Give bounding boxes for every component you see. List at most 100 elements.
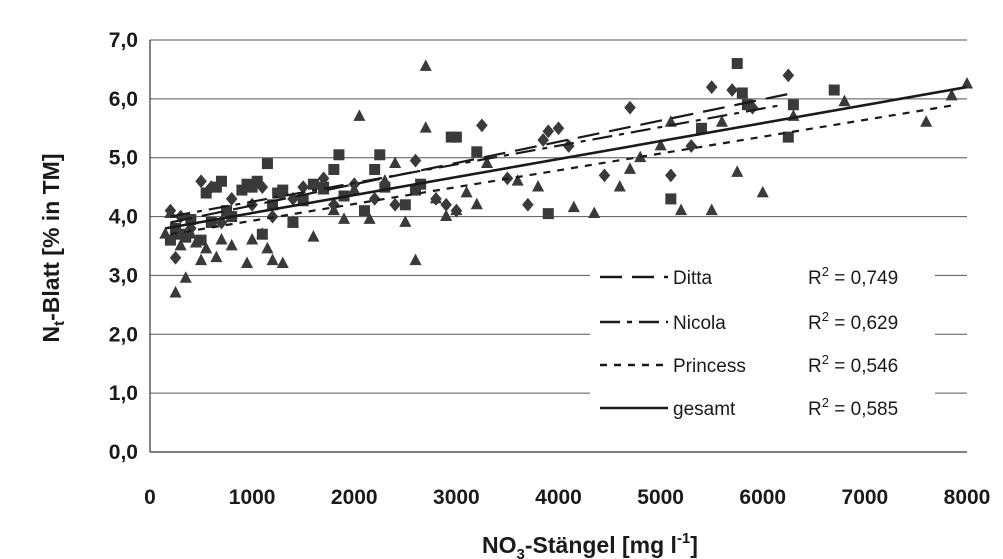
data-point-princess: [189, 235, 203, 248]
data-point-nicola: [256, 180, 269, 195]
data-point-ditta: [267, 199, 279, 211]
x-tick-label: 1000: [229, 486, 276, 509]
fit-line-ditta: [170, 91, 794, 224]
axes: [149, 40, 967, 453]
data-point-nicola: [782, 68, 795, 83]
data-point-princess: [623, 162, 637, 174]
data-point-ditta: [410, 184, 422, 196]
data-point-ditta: [731, 58, 743, 70]
data-point-ditta: [358, 205, 370, 217]
data-point-princess: [169, 285, 182, 298]
x-tick-label: 0: [144, 486, 156, 509]
data-point-princess: [389, 156, 402, 168]
data-point-nicola: [195, 174, 207, 189]
data-point-princess: [174, 238, 187, 251]
data-point-princess: [378, 174, 391, 186]
x-tick-label: 3000: [433, 486, 480, 509]
data-point-princess: [246, 232, 259, 245]
x-tick-label: 8000: [944, 486, 991, 509]
data-point-princess: [470, 197, 483, 210]
data-point-ditta: [379, 181, 391, 193]
data-point-ditta: [542, 208, 554, 220]
data-point-ditta: [665, 193, 677, 205]
data-point-princess: [337, 212, 351, 224]
data-point-princess: [159, 227, 172, 239]
data-point-ditta: [782, 131, 794, 143]
data-point-ditta: [261, 158, 273, 170]
x-tick-label: 5000: [637, 486, 684, 509]
data-point-princess: [419, 59, 432, 71]
regression-lines: [165, 85, 968, 236]
data-point-princess: [567, 200, 580, 213]
data-point-princess: [276, 256, 289, 269]
y-tick-labels: 0,0 1,0 2,0 3,0 4,0 5,0 6,0 7,0: [109, 29, 138, 464]
data-point-princess: [184, 227, 197, 239]
y-tick-label: 3,0: [109, 264, 138, 287]
data-point-princess: [756, 185, 769, 198]
data-point-nicola: [665, 168, 677, 183]
legend-label-gesamt: gesamt: [673, 399, 736, 420]
data-point-princess: [261, 241, 274, 254]
grid-lines: [150, 39, 967, 394]
data-point-nicola: [368, 192, 381, 206]
data-point-ditta: [736, 87, 748, 99]
data-point-ditta: [205, 216, 217, 228]
data-point-ditta: [369, 163, 381, 175]
data-point-ditta: [200, 187, 212, 199]
data-point-ditta: [471, 146, 483, 158]
data-point-ditta: [787, 99, 799, 111]
x-tick-label: 7000: [842, 486, 889, 509]
legend-background: [590, 258, 935, 428]
data-point-nicola: [522, 197, 534, 212]
y-tick-label: 6,0: [109, 88, 138, 111]
x-tick-label: 2000: [331, 486, 378, 509]
data-point-ditta: [236, 184, 248, 196]
data-point-nicola: [317, 171, 330, 186]
data-point-princess: [353, 109, 366, 121]
legend-label-ditta: Ditta: [673, 268, 713, 289]
data-point-nicola: [624, 100, 636, 115]
data-point-princess: [419, 121, 432, 133]
data-point-nicola: [205, 180, 218, 195]
r2-label-princess: R2 = 0,546: [808, 352, 898, 377]
data-point-nicola: [169, 250, 182, 265]
data-point-princess: [363, 212, 376, 224]
data-point-ditta: [251, 175, 263, 187]
data-point-nicola: [389, 197, 401, 212]
data-point-nicola: [705, 80, 718, 94]
y-tick-label: 5,0: [109, 147, 138, 170]
legend-label-princess: Princess: [673, 356, 746, 377]
data-point-princess: [460, 185, 473, 198]
data-point-princess: [945, 88, 958, 101]
data-point-princess: [179, 271, 192, 283]
data-point-princess: [210, 250, 223, 263]
y-tick-label: 4,0: [109, 206, 138, 229]
legend-label-nicola: Nicola: [673, 313, 726, 334]
data-point-princess: [256, 227, 269, 239]
r2-label-nicola: R2 = 0,629: [808, 309, 898, 334]
data-points: [159, 58, 974, 298]
data-point-princess: [348, 182, 361, 195]
data-point-princess: [195, 253, 208, 266]
data-point-princess: [532, 179, 545, 192]
data-point-ditta: [185, 214, 197, 226]
data-point-ditta: [195, 234, 207, 246]
data-point-princess: [960, 76, 974, 89]
data-point-ditta: [741, 99, 753, 111]
data-point-princess: [613, 179, 626, 192]
data-point-princess: [286, 215, 300, 227]
data-point-princess: [654, 138, 667, 151]
data-point-nicola: [440, 197, 452, 212]
data-point-nicola: [409, 153, 422, 168]
fit-line-gesamt: [165, 85, 968, 230]
data-point-ditta: [328, 163, 340, 175]
data-point-princess: [715, 115, 728, 127]
data-point-princess: [480, 156, 494, 168]
y-axis-title: Nt-Blatt [% in TM]: [38, 154, 68, 343]
data-point-princess: [327, 203, 340, 216]
data-point-ditta: [164, 234, 176, 246]
data-point-ditta: [246, 181, 258, 193]
data-point-princess: [588, 206, 601, 219]
data-point-princess: [450, 203, 463, 216]
